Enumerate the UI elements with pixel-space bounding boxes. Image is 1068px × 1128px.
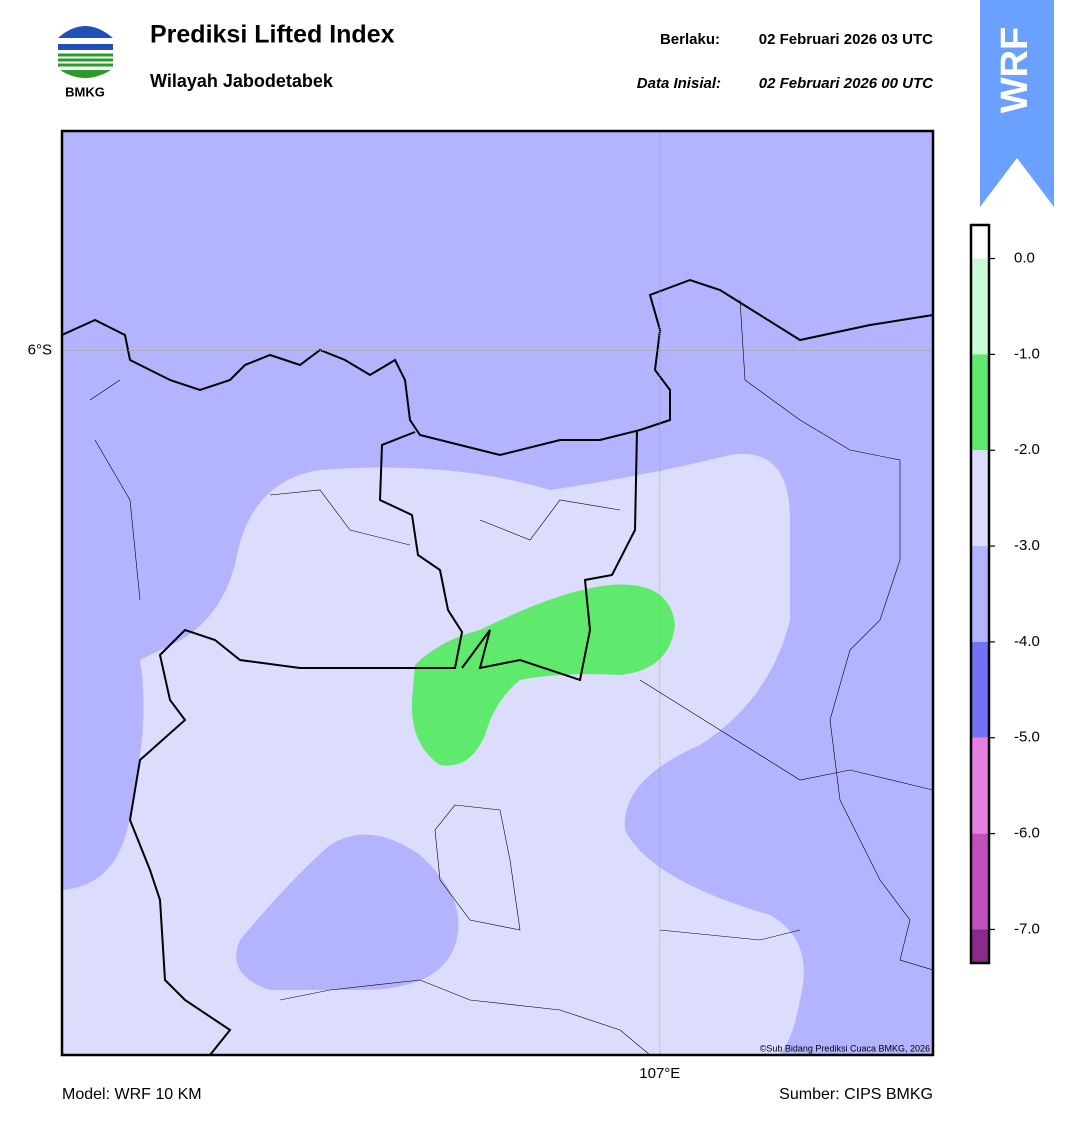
province-border	[128, 429, 638, 1055]
colorbar-segment	[971, 354, 989, 451]
colorbar-tick-label: -1.0	[1014, 345, 1040, 362]
wrf-badge	[980, 0, 1054, 207]
colorbar-tick-label: -3.0	[1014, 537, 1040, 554]
colorbar-tick-label: -2.0	[1014, 441, 1040, 458]
coastline	[62, 278, 933, 457]
colorbar-segment	[971, 833, 989, 930]
valid-time: 02 Februari 2026 03 UTC	[759, 31, 933, 48]
copyright: ©Sub Bidang Prediksi Cuaca BMKG, 2026	[760, 1043, 930, 1053]
lon-label: 107°E	[639, 1065, 680, 1082]
colorbar-segment	[971, 737, 989, 834]
map-frame	[60, 129, 935, 1057]
subtitle: Wilayah Jabodetabek	[150, 71, 334, 91]
colorbar-segment	[971, 258, 989, 355]
colorbar-segment	[971, 641, 989, 738]
colorbar-segment	[971, 225, 989, 259]
valid-label: Berlaku:	[660, 31, 720, 48]
footer-source: Sumber: CIPS BMKG	[779, 1086, 933, 1103]
colorbar-segment	[971, 450, 989, 547]
colorbar-tick-label: -4.0	[1014, 633, 1040, 650]
colorbar-segment	[971, 546, 989, 642]
colorbar-tick-label: -7.0	[1014, 920, 1040, 937]
colorbar-frame	[969, 223, 991, 965]
lat-label: 6°S	[28, 341, 52, 358]
title: Prediksi Lifted Index	[150, 21, 395, 49]
colorbar-tick-label: 0.0	[1014, 250, 1035, 267]
colorbar-tick-label: -6.0	[1014, 825, 1040, 842]
map-area	[62, 131, 933, 1055]
init-label: Data Inisial:	[637, 75, 721, 92]
colorbar-tick-label: -5.0	[1014, 729, 1040, 746]
init-time: 02 Februari 2026 00 UTC	[759, 75, 934, 92]
logo-text: BMKG	[65, 84, 105, 99]
regency-border	[89, 299, 933, 1055]
contour-fill	[411, 584, 675, 766]
footer-model: Model: WRF 10 KM	[62, 1086, 202, 1103]
contour-fill	[236, 834, 459, 990]
bmkg-logo	[58, 26, 113, 78]
colorbar-segment	[971, 929, 989, 963]
wrf-badge-text: WRF	[994, 27, 1036, 114]
